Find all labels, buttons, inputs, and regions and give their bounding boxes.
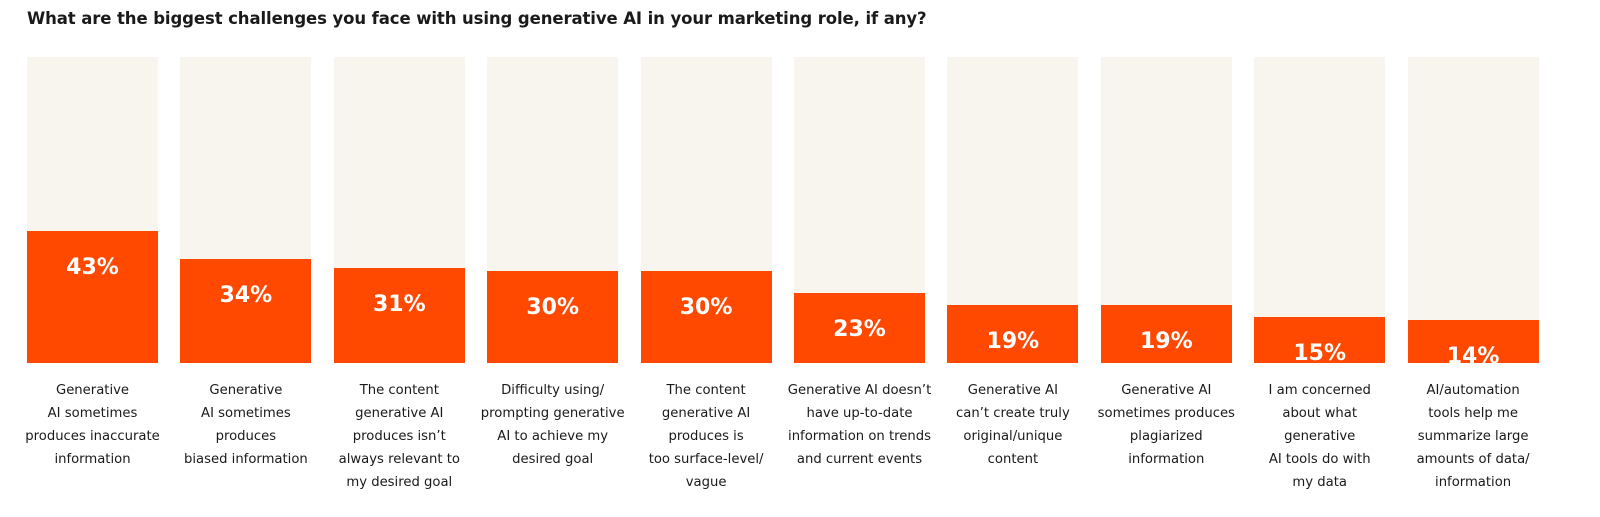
category-label-line: Generative AI — [1121, 383, 1212, 398]
category-label-line: vague — [685, 475, 727, 490]
category-label-line: AI sometimes — [47, 406, 138, 421]
bar — [1407, 320, 1539, 363]
category-label-line: desired goal — [512, 452, 594, 467]
data-label: 30% — [526, 295, 580, 321]
category-label-line: produces inaccurate — [25, 429, 160, 444]
category-label-line: Generative — [209, 383, 283, 398]
bar — [794, 292, 925, 363]
category-label-line: about what — [1282, 406, 1357, 421]
bar-track — [180, 57, 312, 363]
category-label-line: AI/automation — [1426, 383, 1520, 398]
bar — [333, 268, 465, 363]
category-label-line: Generative AI — [967, 383, 1058, 398]
bar-track — [640, 57, 772, 363]
category-label-line: plagiarized — [1129, 429, 1203, 444]
category-label: Difficulty using/prompting generative AI … — [475, 379, 630, 471]
data-label: 15% — [1293, 341, 1347, 367]
category-label-line: and current events — [796, 452, 923, 467]
data-label: 19% — [1139, 328, 1193, 354]
category-label: I am concerned about what generative AI too… — [1242, 379, 1397, 494]
category-label-line: Generative AI doesn’t — [787, 383, 932, 398]
bar-track — [1254, 57, 1386, 363]
category-label-line: can’t create truly — [956, 406, 1070, 421]
category-label-line: The content — [666, 383, 746, 398]
category-label-line: AI tools do with — [1268, 452, 1371, 467]
chart-title: What are the biggest challenges you face… — [27, 9, 927, 28]
category-label-line: prompting generative — [480, 406, 625, 421]
bar-track — [1100, 57, 1232, 363]
bar — [1254, 317, 1386, 363]
category-label: Generative AI can’t create truly original/… — [935, 379, 1090, 471]
bar — [27, 231, 158, 363]
category-label: Generative AI sometimes produces inaccurat… — [15, 379, 170, 471]
category-label-line: information — [1128, 452, 1205, 467]
category-label-line: produces is — [668, 429, 744, 444]
bar-track — [947, 57, 1079, 363]
category-label-line: I am concerned — [1268, 383, 1371, 398]
category-label-line: AI to achieve my — [497, 429, 609, 444]
category-label: The content generative AI produces is too s… — [629, 379, 784, 494]
category-label: Generative AI doesn’t have up-to-date info… — [782, 379, 937, 471]
category-label-line: generative — [1284, 429, 1356, 444]
bar — [1100, 304, 1232, 363]
data-label: 30% — [679, 295, 733, 321]
category-label-line: my data — [1292, 475, 1347, 490]
category-label-line: information — [1435, 475, 1512, 490]
category-label-line: generative AI — [355, 406, 444, 421]
category-label-line: always relevant to — [338, 452, 460, 467]
category-label: AI/automation tools help me summarize larg… — [1396, 379, 1551, 494]
category-label-line: produces isn’t — [352, 429, 446, 444]
category-label-line: too surface-level/ — [648, 452, 764, 467]
category-label-line: generative AI — [661, 406, 751, 421]
category-label-line: produces — [215, 429, 277, 444]
data-label: 31% — [372, 292, 426, 318]
data-label: 43% — [66, 255, 119, 281]
data-label: 23% — [833, 316, 886, 342]
category-label-line: Generative — [55, 383, 130, 398]
category-label-line: information on trends — [788, 429, 931, 444]
data-label: 19% — [986, 328, 1040, 354]
category-label-line: content — [987, 452, 1039, 467]
category-label: Generative AI sometimes produces biased inf… — [168, 379, 323, 471]
category-label: Generative AI sometimes produces plagiariz… — [1089, 379, 1244, 471]
category-label-line: amounts of data/ — [1416, 452, 1530, 467]
category-label-line: The content — [359, 383, 439, 398]
category-label-line: Difficulty using/ — [501, 383, 605, 398]
bar — [180, 258, 312, 363]
data-label: 14% — [1446, 344, 1500, 370]
bar-track — [794, 57, 925, 363]
category-label-line: biased information — [184, 452, 308, 467]
category-label-line: tools help me — [1428, 406, 1518, 421]
bar — [487, 271, 619, 363]
data-label: 34% — [219, 282, 273, 308]
category-label-line: sometimes produces — [1097, 406, 1235, 421]
bar-track — [27, 57, 158, 363]
category-label: The content generative AI produces isn’t al… — [322, 379, 477, 494]
category-label-line: information — [54, 452, 131, 467]
category-label-line: my desired goal — [346, 475, 453, 490]
bar-track — [487, 57, 619, 363]
bar-track — [333, 57, 465, 363]
category-label-line: have up-to-date — [806, 406, 913, 421]
bar — [947, 304, 1079, 363]
category-label-line: original/unique — [963, 429, 1063, 444]
category-label-line: summarize large — [1417, 429, 1529, 444]
category-label-line: AI sometimes — [201, 406, 291, 421]
bar-track — [1407, 57, 1539, 363]
bar — [640, 271, 772, 363]
